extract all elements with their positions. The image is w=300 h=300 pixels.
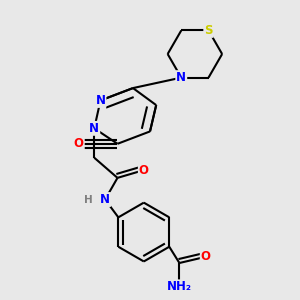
Text: N: N <box>100 193 110 206</box>
Text: O: O <box>201 250 211 263</box>
Text: NH₂: NH₂ <box>167 280 192 293</box>
Text: H: H <box>84 194 92 205</box>
Text: S: S <box>204 24 213 37</box>
Text: N: N <box>95 94 106 107</box>
Text: N: N <box>176 71 186 84</box>
Text: N: N <box>89 122 99 135</box>
Text: O: O <box>74 137 84 150</box>
Text: O: O <box>139 164 149 177</box>
